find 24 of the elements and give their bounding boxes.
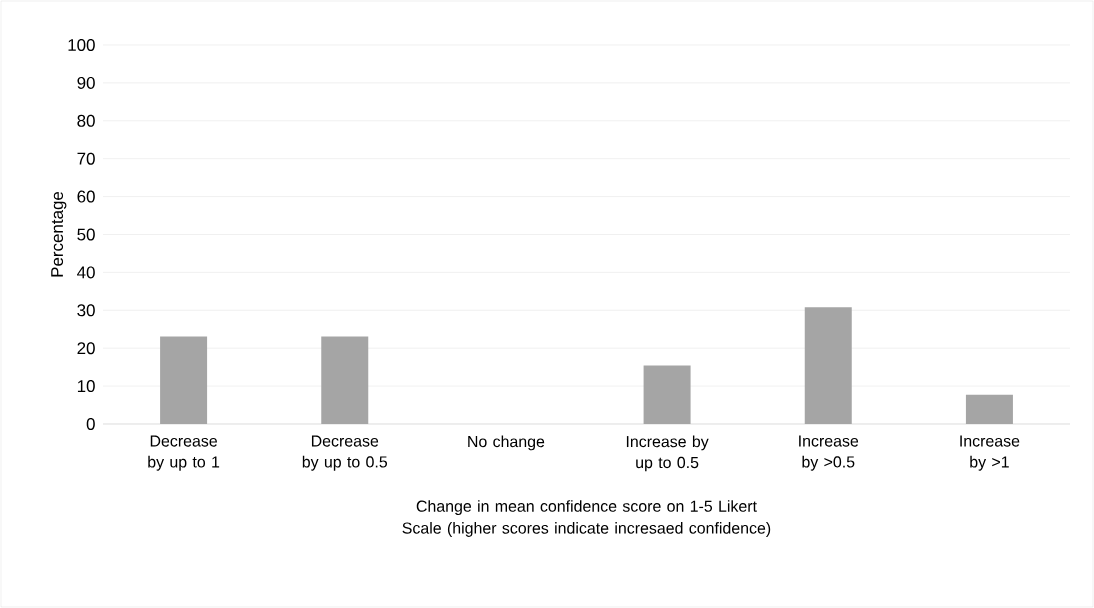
bar <box>643 365 691 424</box>
x-tick-label: Decrease by up to 0.5 <box>302 435 388 471</box>
y-axis-title: Percentage <box>51 191 67 277</box>
y-tick-label: 10 <box>77 380 95 393</box>
bar <box>160 336 208 424</box>
bar <box>804 307 852 424</box>
x-tick-label: Increase by >0.5 <box>799 435 859 471</box>
y-tick-label: 60 <box>77 190 95 203</box>
y-tick-label: 20 <box>77 342 95 355</box>
y-tick-label: 30 <box>77 304 95 317</box>
y-tick-label: 50 <box>77 228 95 241</box>
bar <box>965 394 1013 424</box>
x-tick-label: Decrease by up to 1 <box>148 435 220 471</box>
x-tick-label: Increase by >1 <box>960 435 1020 471</box>
y-tick-label: 0 <box>86 417 95 430</box>
y-tick-label: 90 <box>77 76 95 89</box>
bar <box>321 336 369 424</box>
x-axis-title: Change in mean confidence score on 1-5 Likert Scale (higher scores indicate incresaed confidence) <box>402 500 771 537</box>
y-tick-label: 70 <box>77 152 95 165</box>
x-tick-label: No change <box>468 435 545 451</box>
y-tick-label: 40 <box>77 266 95 279</box>
y-tick-label: 100 <box>68 38 95 51</box>
y-tick-label: 80 <box>77 114 95 127</box>
x-tick-label: Increase by up to 0.5 <box>626 435 709 472</box>
